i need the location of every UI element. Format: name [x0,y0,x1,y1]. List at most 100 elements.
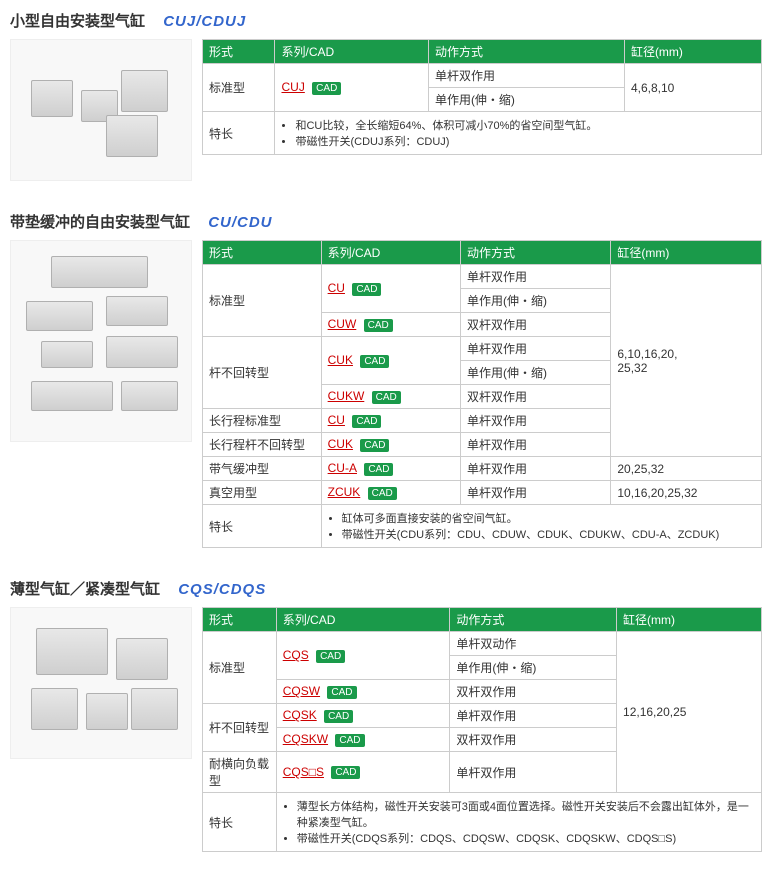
cad-badge[interactable]: CAD [360,439,389,452]
cell-action: 单杆双作用 [460,337,610,361]
series-link[interactable]: CUJ [281,80,304,94]
series-link[interactable]: CQSK [283,708,317,722]
th-bore: 缸径(mm) [611,241,762,265]
cell-type: 耐横向负载型 [203,752,277,793]
feature-item: 和CU比较，全长缩短64%、体积可减小70%的省空间型气缸。 [295,117,755,133]
th-type: 形式 [203,608,277,632]
series-link[interactable]: CU [328,413,345,427]
cell-series: CQS□S CAD [276,752,450,793]
series-link[interactable]: CQS [283,648,309,662]
cell-action: 单杆双作用 [450,752,617,793]
table-row: 真空用型 ZCUK CAD 单杆双作用 10,16,20,25,32 [203,481,762,505]
feature-row: 特长 薄型长方体结构，磁性开关安装可3面或4面位置选择。磁性开关安装后不会露出缸… [203,793,762,852]
series-link[interactable]: CU [328,281,345,295]
section-title: 薄型气缸／紧凑型气缸 CQS/CDQS [10,578,774,599]
feature-item: 缸体可多面直接安装的省空间气缸。 [342,510,755,526]
table-row: 带气缓冲型 CU-A CAD 单杆双作用 20,25,32 [203,457,762,481]
section-cu: 带垫缓冲的自由安装型气缸 CU/CDU 形式 系列/CAD 动作方式 缸径(mm… [10,211,774,548]
cell-action: 单杆双作用 [460,457,610,481]
cell-series: ZCUK CAD [321,481,460,505]
cell-action: 双杆双作用 [450,728,617,752]
cell-action: 双杆双作用 [450,680,617,704]
feature-label: 特长 [203,505,322,548]
th-series: 系列/CAD [321,241,460,265]
series-link[interactable]: CQS□S [283,765,324,779]
cell-action: 单杆双作用 [460,433,610,457]
th-action: 动作方式 [428,40,624,64]
cad-badge[interactable]: CAD [364,463,393,476]
series-link[interactable]: CQSKW [283,732,328,746]
cell-series: CUK CAD [321,337,460,385]
section-title: 小型自由安装型气缸 CUJ/CDUJ [10,10,774,31]
product-image [10,39,192,181]
cell-type: 长行程标准型 [203,409,322,433]
cell-action: 单杆双作用 [450,704,617,728]
cell-series: CU CAD [321,409,460,433]
cad-badge[interactable]: CAD [372,391,401,404]
cell-series: CQSW CAD [276,680,450,704]
product-image [10,607,192,759]
section-cqs: 薄型气缸／紧凑型气缸 CQS/CDQS 形式 系列/CAD 动作方式 缸径(mm… [10,578,774,852]
cell-series: CQS CAD [276,632,450,680]
feature-row: 特长 和CU比较，全长缩短64%、体积可减小70%的省空间型气缸。 带磁性开关(… [203,112,762,155]
series-link[interactable]: ZCUK [328,485,361,499]
cad-badge[interactable]: CAD [335,734,364,747]
title-text: 薄型气缸／紧凑型气缸 [10,581,160,598]
spec-table: 形式 系列/CAD 动作方式 缸径(mm) 标准型 CQS CAD 单杆双动作 … [202,607,762,852]
feature-item: 带磁性开关(CDU系列：CDU、CDUW、CDUK、CDUKW、CDU-A、ZC… [342,526,755,542]
th-action: 动作方式 [450,608,617,632]
cad-badge[interactable]: CAD [364,319,393,332]
cad-badge[interactable]: CAD [331,766,360,779]
cell-action: 双杆双作用 [460,385,610,409]
th-series: 系列/CAD [275,40,428,64]
cell-action: 单作用(伸・缩) [460,289,610,313]
spec-table: 形式 系列/CAD 动作方式 缸径(mm) 标准型 CUJ CAD 单杆双作用 … [202,39,762,155]
cad-badge[interactable]: CAD [360,355,389,368]
series-link[interactable]: CUW [328,317,357,331]
th-bore: 缸径(mm) [617,608,762,632]
spec-table: 形式 系列/CAD 动作方式 缸径(mm) 标准型 CU CAD 单杆双作用 6… [202,240,762,548]
cell-series: CU-A CAD [321,457,460,481]
title-model: CQS/CDQS [178,581,266,598]
feature-cell: 缸体可多面直接安装的省空间气缸。 带磁性开关(CDU系列：CDU、CDUW、CD… [321,505,761,548]
cell-action: 单作用(伸・缩) [428,88,624,112]
feature-cell: 和CU比较，全长缩短64%、体积可减小70%的省空间型气缸。 带磁性开关(CDU… [275,112,762,155]
cell-bore: 20,25,32 [611,457,762,481]
cell-bore: 4,6,8,10 [624,64,761,112]
table-row: 标准型 CUJ CAD 单杆双作用 4,6,8,10 [203,64,762,88]
series-link[interactable]: CUK [328,353,353,367]
feature-item: 带磁性开关(CDUJ系列：CDUJ) [295,133,755,149]
feature-label: 特长 [203,793,277,852]
th-series: 系列/CAD [276,608,450,632]
cell-action: 单作用(伸・缩) [460,361,610,385]
cad-badge[interactable]: CAD [327,686,356,699]
cad-badge[interactable]: CAD [312,82,341,95]
table-row: 标准型 CU CAD 单杆双作用 6,10,16,20, 25,32 [203,265,762,289]
feature-cell: 薄型长方体结构，磁性开关安装可3面或4面位置选择。磁性开关安装后不会露出缸体外，… [276,793,761,852]
table-row: 标准型 CQS CAD 单杆双动作 12,16,20,25 [203,632,762,656]
series-link[interactable]: CU-A [328,461,357,475]
cad-badge[interactable]: CAD [352,415,381,428]
cad-badge[interactable]: CAD [368,487,397,500]
cell-action: 单杆双作用 [460,265,610,289]
cell-action: 双杆双作用 [460,313,610,337]
cell-series: CUK CAD [321,433,460,457]
cad-badge[interactable]: CAD [316,650,345,663]
title-model: CUJ/CDUJ [163,13,246,30]
feature-item: 带磁性开关(CDQS系列：CDQS、CDQSW、CDQSK、CDQSKW、CDQ… [297,830,755,846]
cell-action: 单杆双动作 [450,632,617,656]
cell-action: 单杆双作用 [428,64,624,88]
cell-type: 标准型 [203,632,277,704]
cad-badge[interactable]: CAD [352,283,381,296]
series-link[interactable]: CQSW [283,684,320,698]
cell-type: 标准型 [203,265,322,337]
cell-bore: 10,16,20,25,32 [611,481,762,505]
section-cuj: 小型自由安装型气缸 CUJ/CDUJ 形式 系列/CAD 动作方式 缸径(mm)… [10,10,774,181]
cell-series: CQSKW CAD [276,728,450,752]
th-action: 动作方式 [460,241,610,265]
series-link[interactable]: CUKW [328,389,365,403]
series-link[interactable]: CUK [328,437,353,451]
cad-badge[interactable]: CAD [324,710,353,723]
cell-type: 长行程杆不回转型 [203,433,322,457]
cell-bore: 12,16,20,25 [617,632,762,793]
